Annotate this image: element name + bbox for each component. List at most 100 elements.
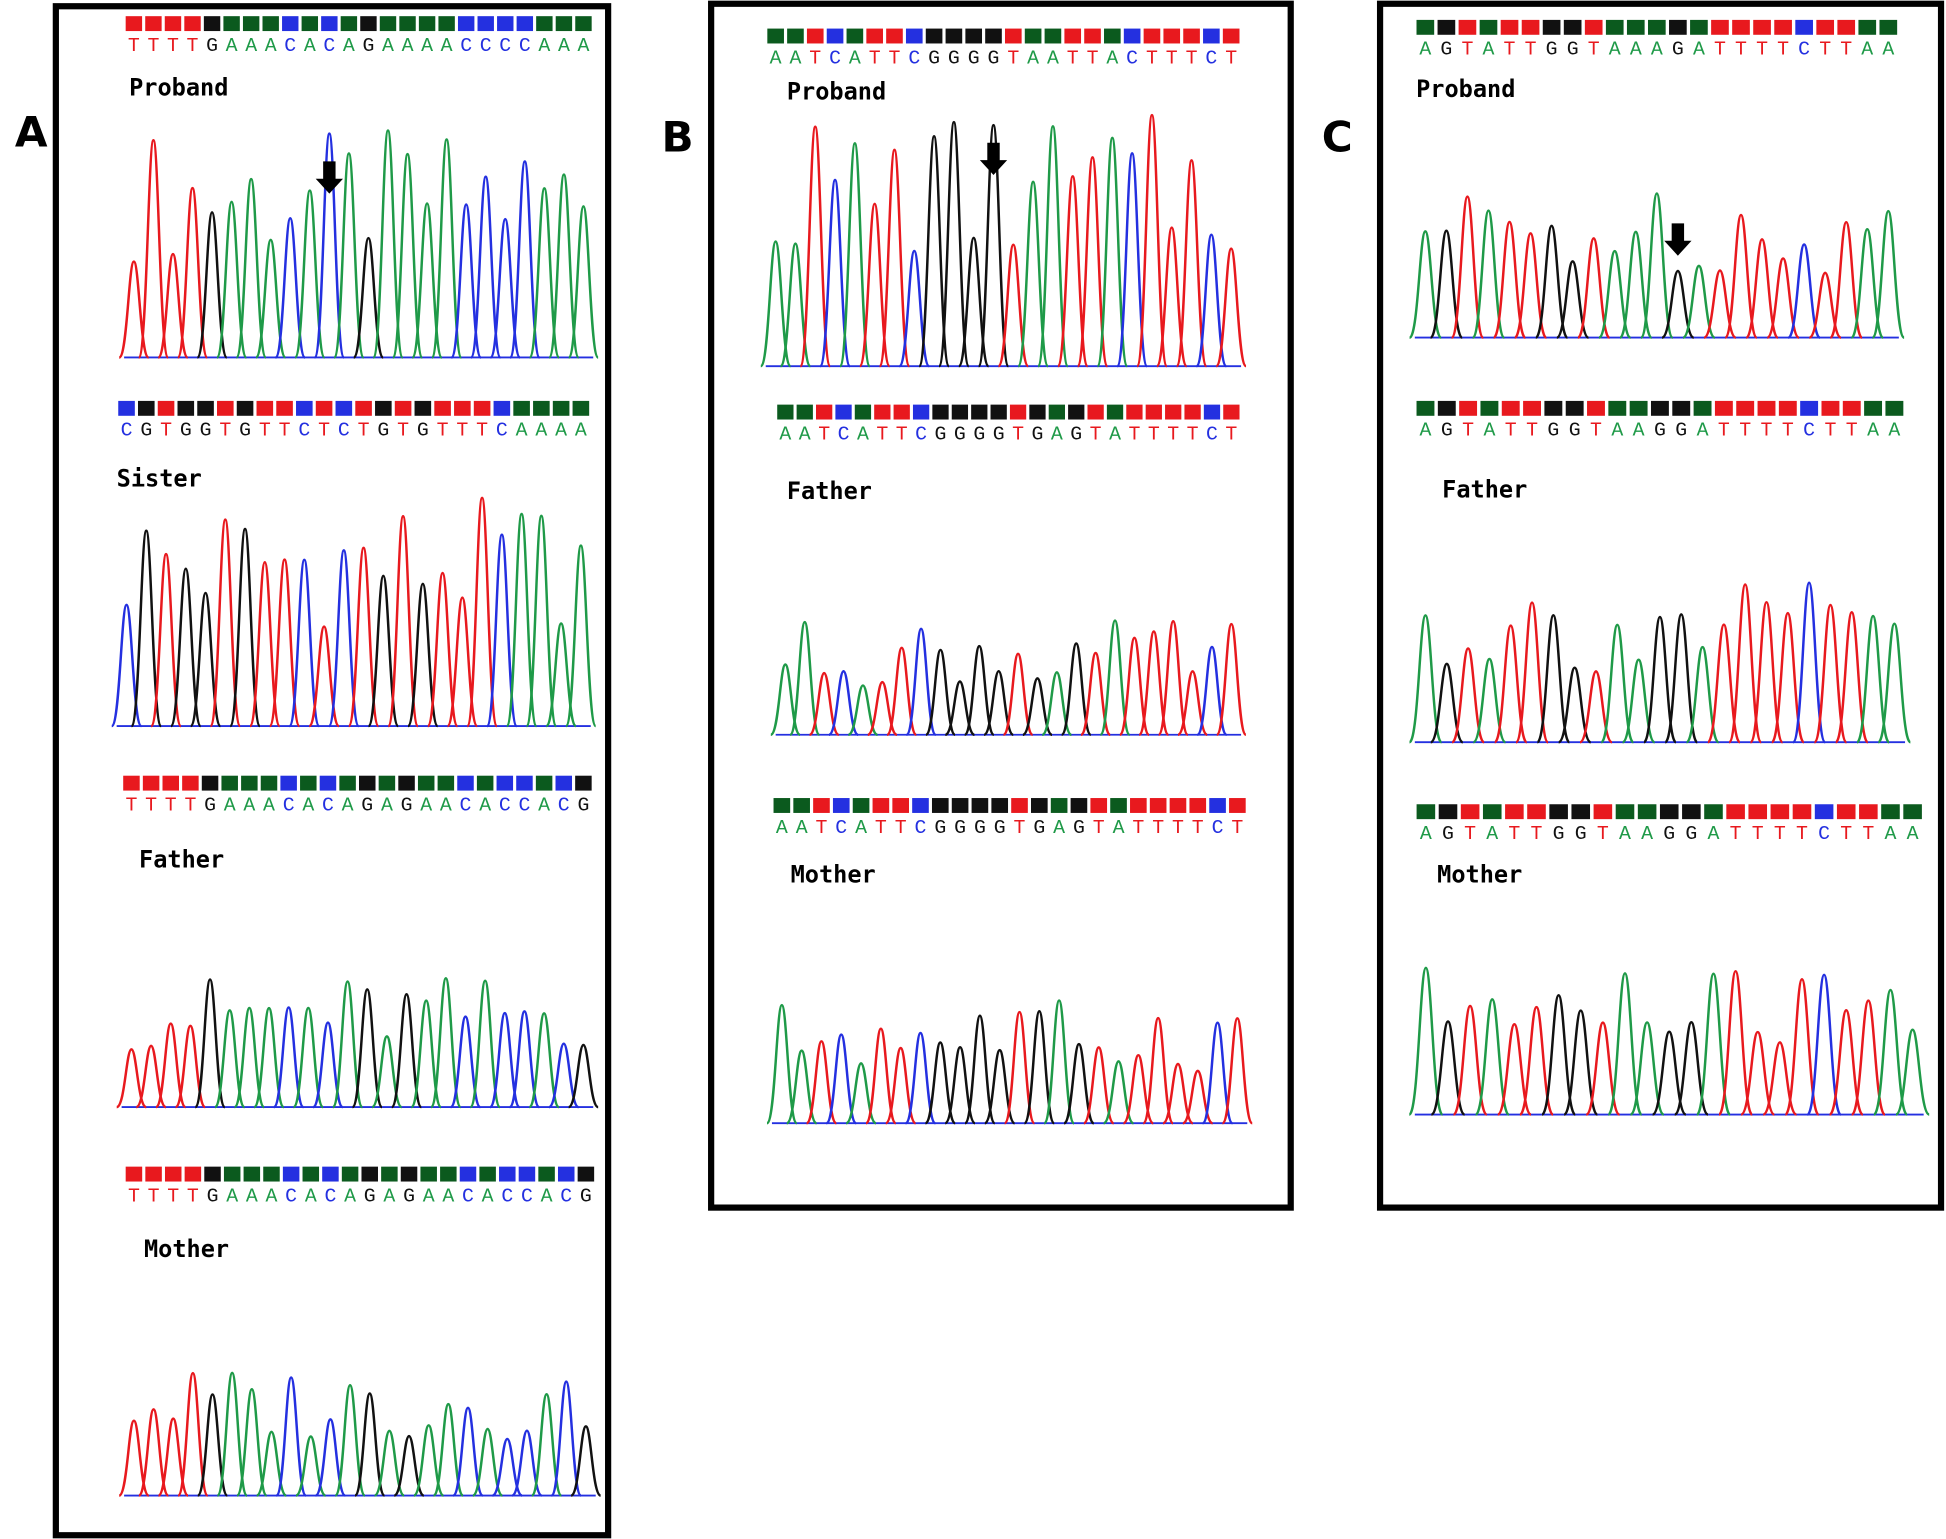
base-letter: T xyxy=(1777,38,1789,61)
base-letter: T xyxy=(1796,822,1808,845)
peak xyxy=(759,240,792,368)
peak xyxy=(353,1392,386,1497)
base-letter: A xyxy=(1907,822,1919,845)
peak xyxy=(411,202,443,359)
base-letter: C xyxy=(519,34,531,57)
base-letter: T xyxy=(1504,38,1516,61)
base-letter: A xyxy=(855,816,867,839)
peak xyxy=(548,173,580,359)
base-box xyxy=(1064,28,1082,44)
base-letter: A xyxy=(1697,419,1709,442)
base-letter: C xyxy=(1205,46,1217,69)
base-letter: A xyxy=(1693,38,1705,61)
base-box xyxy=(777,404,794,420)
base-box xyxy=(1189,798,1207,813)
base-letter: A xyxy=(1027,46,1039,69)
base-letter: A xyxy=(381,793,393,816)
base-box xyxy=(1050,798,1068,813)
peak xyxy=(818,178,852,368)
base-box xyxy=(1209,798,1226,813)
peak xyxy=(904,1031,937,1125)
base-letter: G xyxy=(1073,816,1085,839)
base-letter: T xyxy=(1730,822,1742,845)
base-box xyxy=(1183,28,1200,44)
base-box xyxy=(813,798,830,813)
base-letter: A xyxy=(789,46,801,69)
peak xyxy=(275,1376,308,1497)
base-box xyxy=(341,1166,359,1182)
peak xyxy=(1745,238,1780,339)
track-name: Father xyxy=(1442,476,1527,504)
base-letter: T xyxy=(1461,38,1473,61)
base-box xyxy=(1438,804,1458,820)
base-box xyxy=(991,798,1009,813)
base-letter: C xyxy=(558,793,570,816)
base-letter: G xyxy=(206,34,218,57)
peak xyxy=(1850,999,1887,1116)
peak xyxy=(1472,657,1507,744)
base-box xyxy=(1650,400,1669,416)
peak xyxy=(489,217,522,359)
base-box xyxy=(204,1166,221,1182)
peak xyxy=(769,663,802,736)
base-box xyxy=(1859,804,1878,820)
base-letter: A xyxy=(1051,422,1063,445)
base-box xyxy=(1149,798,1167,813)
base-box xyxy=(1542,19,1561,35)
peak xyxy=(1056,175,1089,368)
base-letter: T xyxy=(876,422,888,445)
peak xyxy=(924,648,957,736)
base-letter: G xyxy=(200,419,212,442)
peak xyxy=(825,1033,858,1125)
base-letter: T xyxy=(1735,38,1747,61)
base-letter: T xyxy=(1840,38,1852,61)
base-box xyxy=(301,16,319,32)
base-letter: G xyxy=(1546,38,1558,61)
base-box xyxy=(1521,19,1540,35)
base-box xyxy=(575,775,592,791)
base-box xyxy=(886,28,903,44)
base-box xyxy=(243,1166,261,1182)
base-letter: T xyxy=(187,1184,199,1207)
base-box xyxy=(1500,19,1519,35)
peak xyxy=(1597,249,1632,339)
peak xyxy=(391,152,424,359)
base-letter: T xyxy=(889,46,901,69)
base-letter: A xyxy=(535,419,547,442)
base-box xyxy=(203,16,221,32)
base-letter: G xyxy=(954,422,966,445)
arrow xyxy=(1664,223,1692,256)
base-letter: A xyxy=(442,1184,454,1207)
base-box xyxy=(359,775,376,791)
base-box xyxy=(971,404,988,420)
peak xyxy=(1850,227,1885,339)
base-box xyxy=(557,1166,575,1182)
peak xyxy=(235,1388,268,1497)
peak xyxy=(314,1418,347,1497)
base-box xyxy=(321,16,338,32)
base-box xyxy=(1482,804,1502,820)
peak xyxy=(924,1041,957,1125)
base-box xyxy=(493,400,511,416)
base-letter: G xyxy=(1553,822,1565,845)
base-box xyxy=(1024,28,1042,44)
peak xyxy=(1161,1062,1195,1125)
base-letter: A xyxy=(1047,46,1059,69)
base-letter: A xyxy=(770,46,782,69)
base-letter: T xyxy=(397,419,409,442)
base-box xyxy=(1087,404,1104,420)
base-box xyxy=(1615,804,1635,820)
base-letter: T xyxy=(1462,419,1474,442)
base-box xyxy=(1571,804,1591,820)
peak xyxy=(1195,233,1228,368)
base-box xyxy=(893,404,910,420)
peak xyxy=(1872,988,1909,1116)
base-letter: G xyxy=(180,419,192,442)
base-box xyxy=(516,775,533,791)
base-box xyxy=(572,400,590,416)
base-box xyxy=(518,1166,536,1182)
base-letter: G xyxy=(948,46,960,69)
peak xyxy=(1739,1030,1776,1116)
base-letter: G xyxy=(1547,419,1559,442)
peak xyxy=(785,1049,818,1125)
